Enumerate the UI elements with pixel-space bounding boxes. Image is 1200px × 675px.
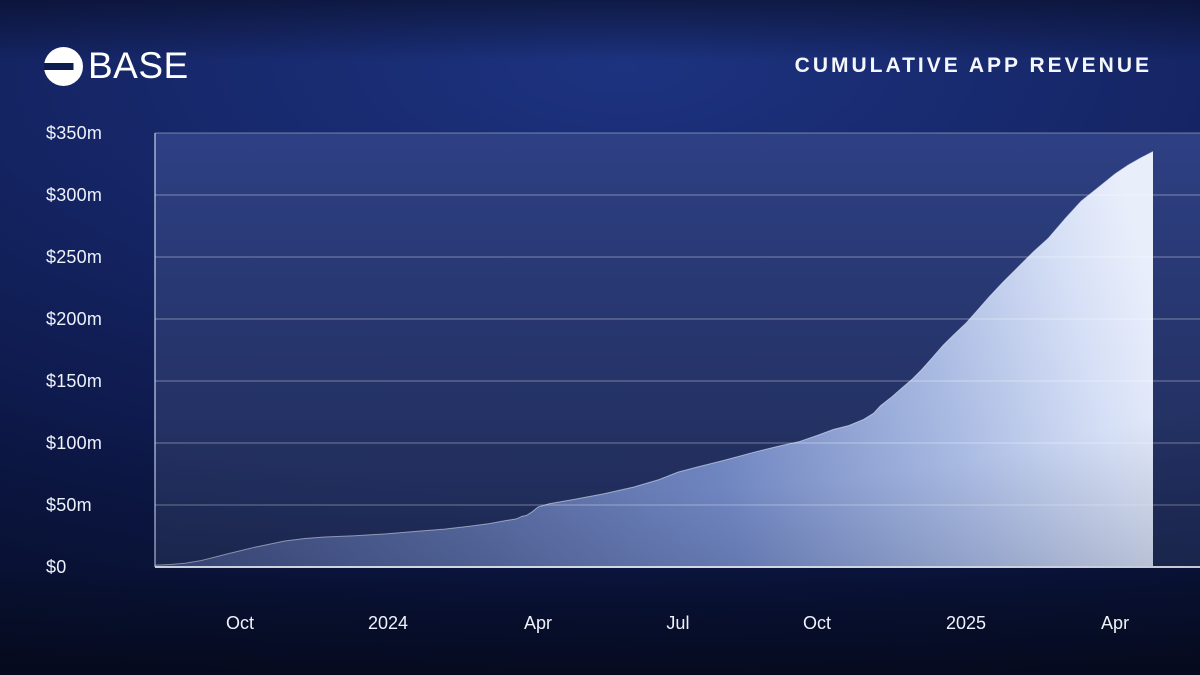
base-logo-icon (44, 46, 83, 86)
base-logo: BASE (44, 45, 189, 87)
brand-name: BASE (88, 45, 189, 86)
page-title: CUMULATIVE APP REVENUE (794, 54, 1152, 77)
